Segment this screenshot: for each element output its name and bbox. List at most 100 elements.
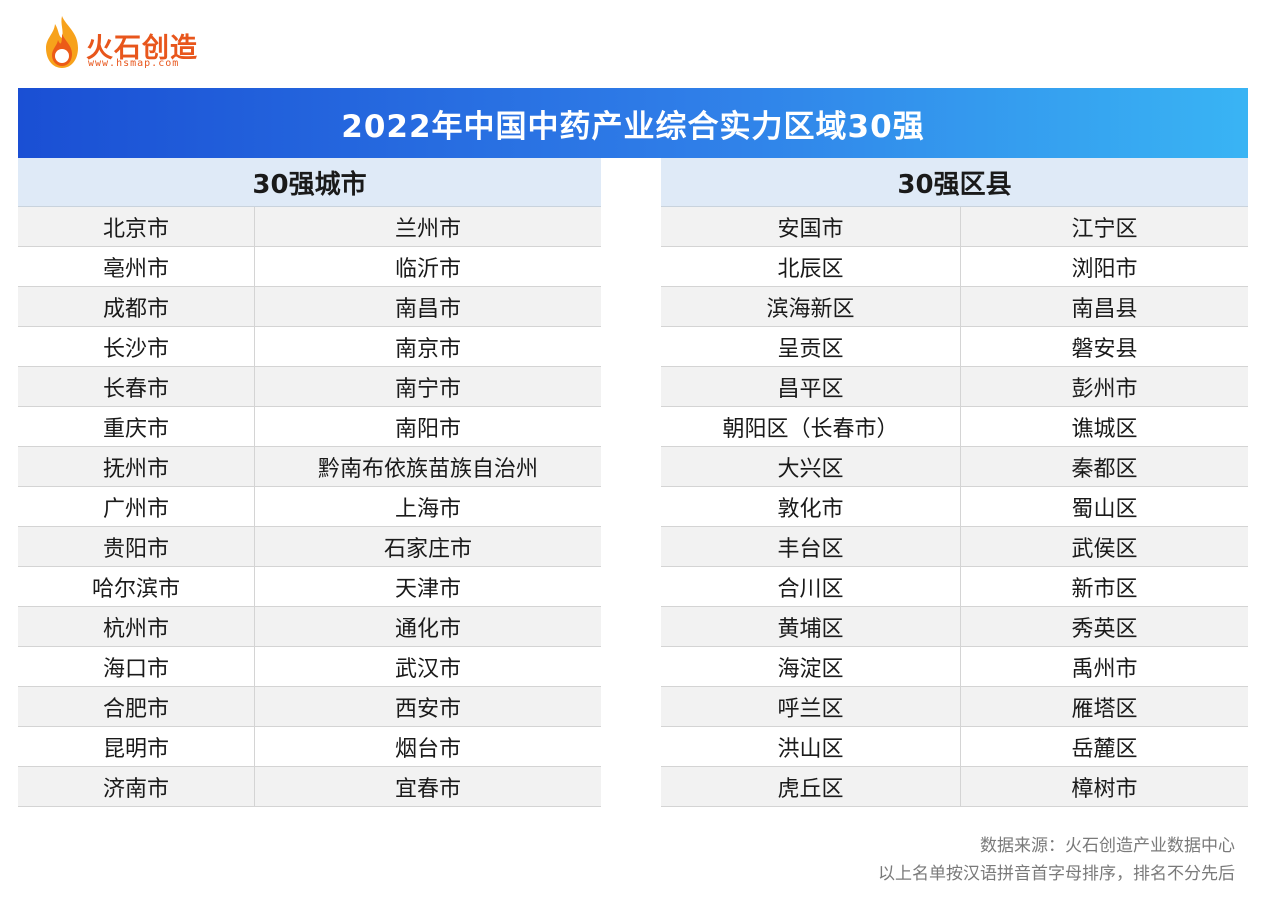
county-row-cell: 大兴区 <box>661 447 961 486</box>
city-row: 长沙市 南京市 <box>18 327 601 367</box>
city-row-cell: 南京市 <box>394 336 461 362</box>
county-row-cell: 昌平区 <box>661 367 961 406</box>
county-row-cell: 呼兰区 <box>661 687 961 726</box>
county-row: 北辰区 浏阳市 <box>661 247 1248 287</box>
city-row-cell: 武汉市 <box>394 656 461 682</box>
county-row-cell: 秀英区 <box>1071 616 1138 642</box>
county-row-cell: 江宁区 <box>1071 216 1138 242</box>
county-row: 洪山区 岳麓区 <box>661 727 1248 767</box>
county-row-cell: 北辰区 <box>661 247 961 286</box>
county-row: 滨海新区 南昌县 <box>661 287 1248 327</box>
title-banner: 2022年中国中药产业综合实力区域30强 <box>18 88 1248 158</box>
county-row-cell: 海淀区 <box>661 647 961 686</box>
county-row: 呼兰区 雁塔区 <box>661 687 1248 727</box>
county-row: 敦化市 蜀山区 <box>661 487 1248 527</box>
city-row-cell: 贵阳市 <box>18 527 255 566</box>
city-row: 重庆市 南阳市 <box>18 407 601 447</box>
city-row-cell: 临沂市 <box>394 256 461 282</box>
sorting-note: 以上名单按汉语拼音首字母排序，排名不分先后 <box>878 864 1235 884</box>
city-row: 广州市 上海市 <box>18 487 601 527</box>
city-row-cell: 南宁市 <box>394 376 461 402</box>
county-row: 合川区 新市区 <box>661 567 1248 607</box>
county-row-cell: 洪山区 <box>661 727 961 766</box>
county-row-cell: 谯城区 <box>1071 416 1138 442</box>
city-row-cell: 西安市 <box>394 696 461 722</box>
county-row-cell: 武侯区 <box>1071 536 1138 562</box>
city-row-cell: 上海市 <box>394 496 461 522</box>
city-row-cell: 昆明市 <box>18 727 255 766</box>
city-row-cell: 成都市 <box>18 287 255 326</box>
county-row-cell: 滨海新区 <box>661 287 961 326</box>
county-row: 海淀区 禹州市 <box>661 647 1248 687</box>
logo-name: 火石创造 <box>86 33 198 64</box>
county-row: 黄埔区 秀英区 <box>661 607 1248 647</box>
city-row-cell: 通化市 <box>394 616 461 642</box>
city-row: 海口市 武汉市 <box>18 647 601 687</box>
city-row-cell: 北京市 <box>18 207 255 246</box>
city-row-cell: 南阳市 <box>394 416 461 442</box>
county-row-cell: 敦化市 <box>661 487 961 526</box>
county-row-cell: 蜀山区 <box>1071 496 1138 522</box>
county-row: 安国市 江宁区 <box>661 207 1248 247</box>
county-row-cell: 呈贡区 <box>661 327 961 366</box>
county-row-cell: 磐安县 <box>1071 336 1138 362</box>
city-row-cell: 长沙市 <box>18 327 255 366</box>
city-row-cell: 合肥市 <box>18 687 255 726</box>
county-row-cell: 雁塔区 <box>1071 696 1138 722</box>
counties-header: 30强区县 <box>661 158 1248 207</box>
city-row: 北京市 兰州市 <box>18 207 601 247</box>
city-row-cell: 南昌市 <box>394 296 461 322</box>
logo-url: www.hsmap.com <box>88 58 180 69</box>
county-row-cell: 黄埔区 <box>661 607 961 646</box>
city-row-cell: 黔南布依族苗族自治州 <box>317 456 538 482</box>
city-row-cell: 宜春市 <box>394 776 461 802</box>
county-row-cell: 秦都区 <box>1071 456 1138 482</box>
cities-table: 北京市 兰州市 亳州市 临沂市成都市 南昌市长沙市 南京市长春市 南宁市重庆市 南阳市抚州市 黔… <box>18 207 601 807</box>
county-row-cell: 岳麓区 <box>1071 736 1138 762</box>
counties-panel: 30强区县 安国市 江宁区北辰区 浏阳市滨海新区 南昌县呈贡区 磐安县昌平区 彭州市 朝阳区… <box>661 158 1248 807</box>
county-row-cell: 樟树市 <box>1071 776 1138 802</box>
county-row-cell: 丰台区 <box>661 527 961 566</box>
cities-panel: 30强城市 北京市 兰州市 亳州市 临沂市成都市 南昌市长沙市 南京市长春市 南宁市重庆市 南… <box>18 158 601 807</box>
city-row-cell: 石家庄市 <box>383 536 472 562</box>
county-row-cell: 南昌县 <box>1071 296 1138 322</box>
city-row: 长春市 南宁市 <box>18 367 601 407</box>
footer: 数据来源：火石创造产业数据中心 以上名单按汉语拼音首字母排序，排名不分先后 <box>878 832 1235 888</box>
cities-header: 30强城市 <box>18 158 601 207</box>
city-row-cell: 抚州市 <box>18 447 255 486</box>
city-row-cell: 长春市 <box>18 367 255 406</box>
county-row-cell: 安国市 <box>661 207 961 246</box>
city-row-cell: 济南市 <box>18 767 255 806</box>
county-row: 虎丘区 樟树市 <box>661 767 1248 807</box>
city-row: 杭州市 通化市 <box>18 607 601 647</box>
county-row-cell: 朝阳区（长春市） <box>661 407 961 446</box>
city-row-cell: 海口市 <box>18 647 255 686</box>
city-row-cell: 哈尔滨市 <box>18 567 255 606</box>
counties-table: 安国市 江宁区北辰区 浏阳市滨海新区 南昌县呈贡区 磐安县昌平区 彭州市 朝阳区（长春市） 谯… <box>661 207 1248 807</box>
county-row: 呈贡区 磐安县 <box>661 327 1248 367</box>
county-row: 昌平区 彭州市 <box>661 367 1248 407</box>
county-row-cell: 虎丘区 <box>661 767 961 806</box>
city-row-cell: 杭州市 <box>18 607 255 646</box>
county-row-cell: 合川区 <box>661 567 961 606</box>
city-row: 哈尔滨市 天津市 <box>18 567 601 607</box>
page-title: 2022年中国中药产业综合实力区域30强 <box>341 108 925 145</box>
city-row: 合肥市 西安市 <box>18 687 601 727</box>
flame-icon <box>46 16 78 68</box>
city-row: 济南市 宜春市 <box>18 767 601 807</box>
logo: 火石创造 www.hsmap.com <box>40 14 220 74</box>
city-row-cell: 亳州市 <box>18 247 255 286</box>
county-row-cell: 禹州市 <box>1071 656 1138 682</box>
city-row-cell: 重庆市 <box>18 407 255 446</box>
city-row: 成都市 南昌市 <box>18 287 601 327</box>
city-row: 抚州市 黔南布依族苗族自治州 <box>18 447 601 487</box>
county-row-cell: 浏阳市 <box>1071 256 1138 282</box>
county-row: 朝阳区（长春市） 谯城区 <box>661 407 1248 447</box>
city-row: 昆明市 烟台市 <box>18 727 601 767</box>
city-row-cell: 广州市 <box>18 487 255 526</box>
city-row: 贵阳市 石家庄市 <box>18 527 601 567</box>
city-row-cell: 天津市 <box>394 576 461 602</box>
county-row-cell: 新市区 <box>1071 576 1138 602</box>
county-row: 大兴区 秦都区 <box>661 447 1248 487</box>
city-row-cell: 烟台市 <box>394 736 461 762</box>
